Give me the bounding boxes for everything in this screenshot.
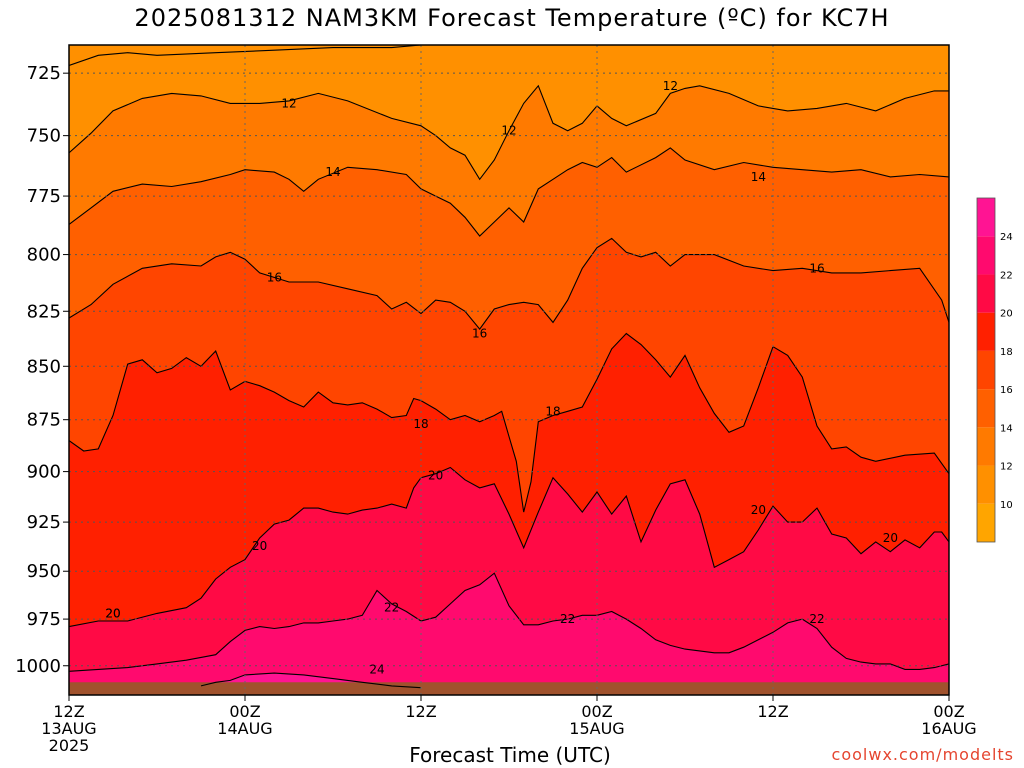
x-tick-label: 15AUG [569, 719, 624, 738]
contour-line-14 [69, 147, 949, 237]
colorbar-swatch [977, 465, 995, 504]
plot-area [69, 45, 949, 695]
y-tick-label: 750 [27, 126, 61, 147]
contour-line-24 [200, 672, 422, 689]
x-tick-label: 00Z [581, 702, 612, 721]
chart-title: 2025081312 NAM3KM Forecast Temperature (… [134, 4, 890, 32]
contour-label: 22 [384, 601, 399, 615]
colorbar-label: 20 [1000, 309, 1013, 320]
colorbar-label: 12 [1000, 462, 1013, 473]
y-tick-label: 725 [27, 63, 61, 84]
y-tick-label: 950 [27, 561, 61, 582]
x-tick-label: 12Z [405, 702, 436, 721]
contour-label: 18 [545, 404, 560, 418]
contour-line-20 [69, 466, 949, 628]
contour-label: 20 [105, 606, 120, 620]
contour-label: 20 [883, 531, 898, 545]
contour-label: 18 [413, 417, 428, 431]
y-tick-label: 800 [27, 245, 61, 266]
colorbar-label: 10 [1000, 500, 1013, 511]
contour-label: 12 [501, 124, 516, 138]
colorbar-label: 24 [1000, 232, 1013, 243]
colorbar-label: 14 [1000, 423, 1013, 434]
contour-label: 22 [560, 612, 575, 626]
x-tick-label: 13AUG [41, 719, 96, 738]
contour-label: 20 [428, 469, 443, 483]
contour-line-22 [69, 572, 949, 672]
x-tick-label: 12Z [757, 702, 788, 721]
colorbar-swatch [977, 350, 995, 390]
y-tick-label: 850 [27, 356, 61, 377]
y-tick-label: 775 [27, 186, 61, 207]
contour-label: 24 [369, 662, 384, 676]
grid-lines [69, 45, 949, 695]
contour-line-18 [69, 332, 949, 513]
contour-lines [69, 45, 949, 689]
contour-line-12 [69, 84, 949, 181]
contour-label: 12 [281, 96, 296, 110]
colorbar-label: 16 [1000, 385, 1013, 396]
axes: 725 750 775 800 825 850 875 900 925 950 975 1000 12Z… [15, 44, 977, 755]
colorbar-label: 18 [1000, 347, 1013, 358]
plot-frame [68, 44, 950, 696]
contour-label: 14 [325, 165, 340, 179]
x-tick-label: 00Z [933, 702, 964, 721]
colorbar-swatch [977, 274, 995, 313]
x-tick-label: 14AUG [217, 719, 272, 738]
contour-label: 20 [751, 503, 766, 517]
band-below-12 [69, 45, 421, 66]
x-tick-label: 12Z [53, 702, 84, 721]
colorbar-swatch [977, 236, 995, 275]
colorbar-swatch [977, 503, 995, 542]
y-tick-label: 825 [27, 301, 61, 322]
contour-label: 20 [252, 539, 267, 553]
y-tick-label: 975 [27, 609, 61, 630]
contour-label: 22 [809, 612, 824, 626]
x-axis-label: Forecast Time (UTC) [409, 743, 611, 767]
credit-link[interactable]: coolwx.com/modelts [831, 745, 1014, 764]
colorbar-swatch [977, 312, 995, 351]
contour-label: 12 [663, 79, 678, 93]
colorbar-legend: 24 22 20 18 16 14 12 10 [976, 197, 1013, 543]
colorbar-label: 22 [1000, 270, 1013, 281]
contour-label: 16 [809, 261, 824, 275]
y-tick-label: 900 [27, 462, 61, 483]
band-above-22 [69, 573, 949, 695]
x-tick-label: 2025 [49, 736, 90, 755]
x-tick-label: 00Z [229, 702, 260, 721]
colorbar-swatch [977, 198, 995, 237]
contour-label: 16 [267, 270, 282, 284]
colorbar-frame [976, 197, 996, 543]
contour-label: 16 [472, 326, 487, 340]
x-tick-label: 16AUG [921, 719, 976, 738]
colorbar-swatch [977, 427, 995, 466]
y-tick-label: 1000 [15, 656, 61, 677]
ground-fill [69, 682, 949, 695]
contour-label: 14 [751, 170, 766, 184]
y-tick-label: 875 [27, 410, 61, 431]
colorbar-swatch [977, 389, 995, 428]
contour-line-12 [69, 45, 422, 67]
contour-line-16 [69, 237, 949, 330]
y-tick-label: 925 [27, 512, 61, 533]
contour-label: 20 [105, 606, 120, 620]
